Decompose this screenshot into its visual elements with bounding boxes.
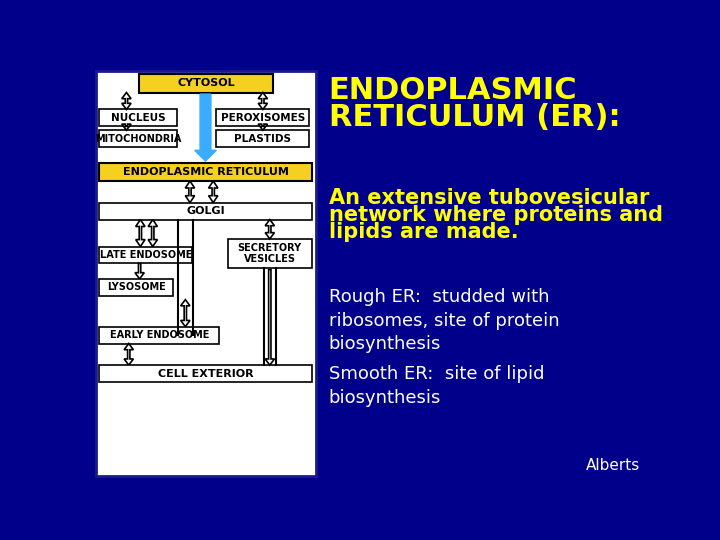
Polygon shape <box>148 220 158 247</box>
Bar <box>228 239 312 268</box>
Text: CELL EXTERIOR: CELL EXTERIOR <box>158 369 253 379</box>
Bar <box>99 110 177 126</box>
Polygon shape <box>124 343 133 365</box>
Polygon shape <box>258 92 267 110</box>
Polygon shape <box>258 124 267 130</box>
Text: MITOCHONDRIA: MITOCHONDRIA <box>95 134 181 144</box>
Text: EARLY ENDOSOME: EARLY ENDOSOME <box>109 330 209 340</box>
Bar <box>99 130 177 147</box>
Text: CYTOSOL: CYTOSOL <box>177 78 235 88</box>
Text: PEROXISOMES: PEROXISOMES <box>221 113 305 123</box>
Polygon shape <box>194 94 216 161</box>
Text: Rough ER:  studded with
ribosomes, site of protein
biosynthesis: Rough ER: studded with ribosomes, site o… <box>329 288 559 353</box>
Polygon shape <box>122 124 131 130</box>
Text: lipids are made.: lipids are made. <box>329 222 518 242</box>
Polygon shape <box>136 220 145 247</box>
Bar <box>99 279 173 296</box>
Text: Smooth ER:  site of lipid
biosynthesis: Smooth ER: site of lipid biosynthesis <box>329 365 544 407</box>
Polygon shape <box>135 264 144 279</box>
Text: NUCLEUS: NUCLEUS <box>111 113 166 123</box>
Text: Alberts: Alberts <box>586 458 640 473</box>
Bar <box>216 110 310 126</box>
Polygon shape <box>122 92 131 110</box>
Text: GOLGI: GOLGI <box>186 206 225 216</box>
Bar <box>99 247 192 264</box>
Text: An extensive tubovesicular: An extensive tubovesicular <box>329 188 649 208</box>
Polygon shape <box>265 269 274 365</box>
Polygon shape <box>209 181 218 202</box>
Bar <box>96 71 315 476</box>
Text: LATE ENDOSOME: LATE ENDOSOME <box>99 250 192 260</box>
Text: RETICULUM (ER):: RETICULUM (ER): <box>329 103 621 132</box>
Text: ENDOPLASMIC RETICULUM: ENDOPLASMIC RETICULUM <box>123 167 289 177</box>
Bar <box>99 163 312 181</box>
Bar <box>216 130 310 147</box>
Polygon shape <box>185 181 194 202</box>
Text: LYSOSOME: LYSOSOME <box>107 282 166 292</box>
Polygon shape <box>265 220 274 239</box>
Bar <box>99 365 312 382</box>
Text: ENDOPLASMIC: ENDOPLASMIC <box>329 76 577 105</box>
Bar <box>99 202 312 220</box>
Bar <box>139 74 273 92</box>
Text: SECRETORY
VESICLES: SECRETORY VESICLES <box>238 242 302 264</box>
Text: network where proteins and: network where proteins and <box>329 205 662 225</box>
Bar <box>99 327 220 343</box>
Text: PLASTIDS: PLASTIDS <box>234 134 292 144</box>
Polygon shape <box>181 300 190 327</box>
